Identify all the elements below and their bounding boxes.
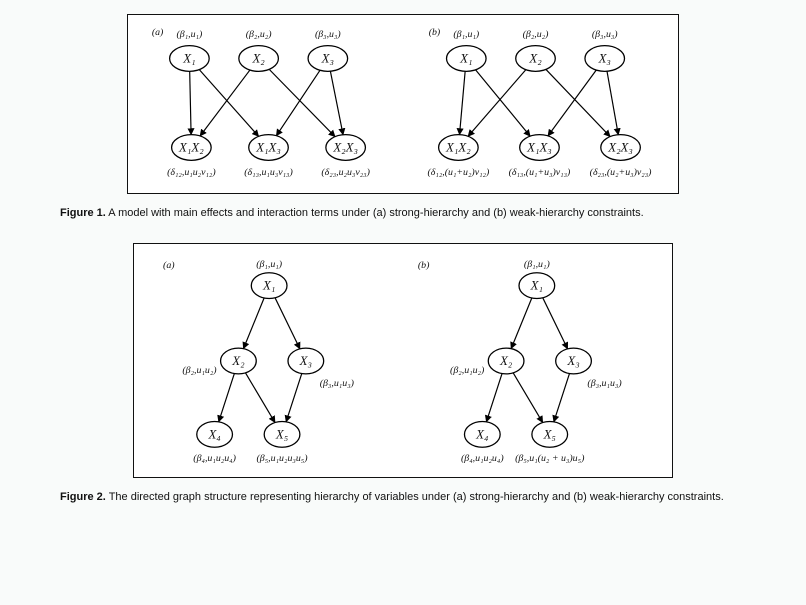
svg-text:X₄: X₄ <box>475 428 488 442</box>
svg-text:(β₄,u₁u₂u₄): (β₄,u₁u₂u₄) <box>461 454 504 465</box>
svg-text:(β₁,u₁): (β₁,u₁) <box>453 29 479 40</box>
svg-text:(β₁,u₁): (β₁,u₁) <box>524 259 550 270</box>
svg-text:X₃: X₃ <box>566 354 579 368</box>
svg-text:X₃: X₃ <box>299 354 312 368</box>
svg-text:(β₂,u₁u₂): (β₂,u₁u₂) <box>182 365 216 376</box>
svg-text:X₁X₂: X₁X₂ <box>178 140 204 154</box>
svg-text:(β₃,u₁u₃): (β₃,u₁u₃) <box>587 378 621 389</box>
svg-text:(δ₁₃,u₁u₃v₁₃): (δ₁₃,u₁u₃v₁₃) <box>244 167 293 178</box>
svg-text:(δ₁₂,(u₁+u₂)v₁₂): (δ₁₂,(u₁+u₂)v₁₂) <box>428 167 490 178</box>
page: (a) (β₁,u₁) (β₂,u₂) (β₃,u₃) (δ₁₂,u₁u₂v₁₂) (δ₁… <box>0 0 806 605</box>
svg-text:(β₁,u₁): (β₁,u₁) <box>177 29 203 40</box>
svg-text:(β₃,u₃): (β₃,u₃) <box>592 29 618 40</box>
svg-text:(b): (b) <box>418 260 430 271</box>
figure-2-caption-bold: Figure 2. <box>60 491 106 503</box>
svg-text:(β₃,u₁u₃): (β₃,u₁u₃) <box>320 378 354 389</box>
svg-text:(β₁,u₁): (β₁,u₁) <box>256 259 282 270</box>
svg-text:(β₅,u₁(u₂ + u₃)u₅): (β₅,u₁(u₂ + u₃)u₅) <box>515 454 584 465</box>
svg-text:(b): (b) <box>429 27 441 38</box>
svg-text:(β₄,u₁u₂u₄): (β₄,u₁u₂u₄) <box>193 454 236 465</box>
svg-text:X₃: X₃ <box>598 51 611 65</box>
figure-2-svg: (a) X₁ X₂ X₃ X₄ X₅ (β₁,u₁) (β₂,u₁u₂) (β₃,u₁u₃) (β… <box>134 244 672 477</box>
svg-text:(a): (a) <box>152 27 164 38</box>
svg-text:X₁: X₁ <box>530 279 543 293</box>
svg-text:X₂X₃: X₂X₃ <box>607 140 633 154</box>
svg-text:X₁X₂: X₁X₂ <box>445 140 471 154</box>
svg-text:X₁X₃: X₁X₃ <box>526 140 552 154</box>
svg-text:(β₃,u₃): (β₃,u₃) <box>315 29 341 40</box>
svg-text:(β₂,u₁u₂): (β₂,u₁u₂) <box>450 365 484 376</box>
svg-text:X₂: X₂ <box>231 354 245 368</box>
svg-text:X₅: X₅ <box>543 428 556 442</box>
figure-1-frame: (a) (β₁,u₁) (β₂,u₂) (β₃,u₃) (δ₁₂,u₁u₂v₁₂) (δ₁… <box>127 14 679 194</box>
svg-text:(β₅,u₁u₂u₃u₅): (β₅,u₁u₂u₃u₅) <box>257 454 308 465</box>
svg-text:X₂X₃: X₂X₃ <box>332 140 358 154</box>
svg-text:X₁: X₁ <box>459 51 472 65</box>
svg-text:(δ₁₂,u₁u₂v₁₂): (δ₁₂,u₁u₂v₁₂) <box>167 167 216 178</box>
svg-text:(a): (a) <box>163 260 175 271</box>
figure-1-caption-bold: Figure 1. <box>60 207 106 219</box>
svg-text:X₁X₃: X₁X₃ <box>255 140 281 154</box>
figure-2-caption: Figure 2. The directed graph structure r… <box>60 490 746 505</box>
svg-text:(β₂,u₂): (β₂,u₂) <box>246 29 272 40</box>
svg-text:X₃: X₃ <box>321 51 334 65</box>
figure-2-caption-text: The directed graph structure representin… <box>106 491 724 503</box>
figure-1-caption: Figure 1. A model with main effects and … <box>60 206 746 221</box>
svg-text:X₂: X₂ <box>499 354 513 368</box>
figure-2-frame: (a) X₁ X₂ X₃ X₄ X₅ (β₁,u₁) (β₂,u₁u₂) (β₃,u₁u₃) (β… <box>133 243 673 478</box>
svg-text:(δ₂₃,u₂u₃v₂₃): (δ₂₃,u₂u₃v₂₃) <box>321 167 370 178</box>
svg-text:X₅: X₅ <box>275 428 288 442</box>
svg-text:X₄: X₄ <box>207 428 220 442</box>
svg-text:(β₂,u₂): (β₂,u₂) <box>523 29 549 40</box>
svg-text:(δ₁₃,(u₁+u₃)v₁₃): (δ₁₃,(u₁+u₃)v₁₃) <box>509 167 571 178</box>
svg-text:(δ₂₃,(u₂+u₃)v₂₃): (δ₂₃,(u₂+u₃)v₂₃) <box>590 167 652 178</box>
svg-text:X₂: X₂ <box>251 51 265 65</box>
svg-text:X₂: X₂ <box>528 51 542 65</box>
svg-text:X₁: X₁ <box>182 51 195 65</box>
figure-1-caption-text: A model with main effects and interactio… <box>106 207 644 219</box>
figure-1-svg: (a) (β₁,u₁) (β₂,u₂) (β₃,u₃) (δ₁₂,u₁u₂v₁₂) (δ₁… <box>128 15 678 193</box>
svg-text:X₁: X₁ <box>262 279 275 293</box>
